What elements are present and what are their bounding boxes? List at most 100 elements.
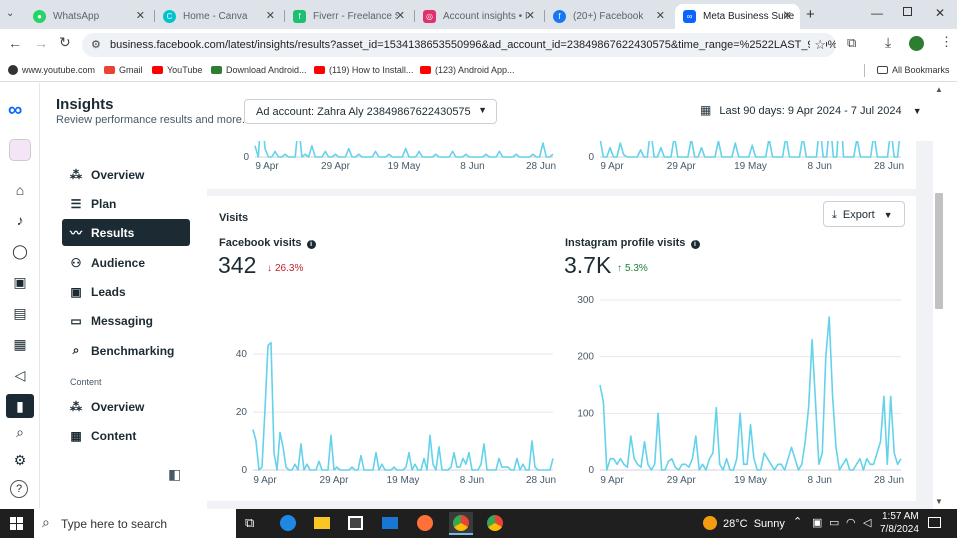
download-icon[interactable]: ⤓ — [885, 34, 892, 50]
y-tick-label: 0 — [243, 152, 249, 163]
page-avatar[interactable] — [9, 139, 31, 161]
edge-icon[interactable] — [280, 515, 296, 531]
nav-benchmarking[interactable]: ⌕ Benchmarking — [62, 337, 190, 364]
facebook-visits-value: 342 — [218, 252, 257, 278]
taskbar-search[interactable]: ⌕ Type here to search — [34, 509, 236, 538]
meta-logo-icon[interactable]: ∞ — [8, 99, 23, 121]
restore-icon[interactable] — [903, 7, 912, 16]
reload-icon[interactable]: ↻ — [59, 34, 71, 50]
bookmark-star-icon[interactable]: ☆ — [810, 33, 826, 57]
tab-whatsapp[interactable]: ● WhatsApp ✕ — [25, 4, 153, 29]
tab-instagram[interactable]: ◎ Account insights • In ✕ — [415, 4, 543, 29]
arrow-up-icon: ↑ — [617, 263, 622, 274]
notification-center-icon[interactable] — [928, 517, 941, 528]
bookmark-item[interactable]: www.youtube.com — [8, 65, 95, 75]
mail-icon[interactable] — [382, 517, 398, 529]
tab-meta-business-suite[interactable]: ∞ Meta Business Suite ✕ — [675, 4, 800, 29]
browser-menu-icon[interactable]: ⋮ — [940, 34, 953, 49]
x-tick-label: 19 May — [734, 475, 767, 486]
nav-results[interactable]: 〰 Results — [62, 219, 190, 246]
site-info-icon[interactable]: ⚙ — [91, 39, 101, 51]
export-button[interactable]: ⤓ Export ▼ — [823, 201, 905, 227]
tab-canva[interactable]: C Home - Canva ✕ — [155, 4, 283, 29]
date-range-picker[interactable]: ▦ Last 90 days: 9 Apr 2024 - 7 Jul 2024 … — [700, 103, 922, 117]
facebook-visits-label: Facebook visits i — [219, 237, 316, 249]
settings-icon[interactable]: ⚙ — [13, 451, 27, 468]
file-explorer-icon[interactable] — [314, 517, 330, 529]
back-icon[interactable]: ← — [8, 35, 22, 51]
weather-text[interactable]: 28°C Sunny — [723, 518, 785, 530]
close-icon[interactable]: ✕ — [265, 10, 275, 22]
nav-leads[interactable]: ▣ Leads — [62, 278, 190, 305]
close-icon[interactable]: ✕ — [135, 10, 145, 22]
instagram-icon: ◎ — [423, 10, 436, 23]
close-icon[interactable]: ✕ — [782, 10, 792, 22]
date-range-label: Last 90 days: 9 Apr 2024 - 7 Jul 2024 — [719, 105, 902, 117]
network-icon[interactable]: ▣ — [812, 517, 823, 529]
task-view-icon[interactable]: ⧉ — [245, 515, 255, 530]
nav-audience[interactable]: ⚇ Audience — [62, 249, 190, 276]
extensions-icon[interactable]: ⧉ — [847, 35, 857, 50]
content-icon[interactable]: ▤ — [13, 304, 27, 321]
info-icon[interactable]: i — [690, 240, 700, 249]
close-icon[interactable]: ✕ — [525, 10, 535, 22]
windows-start-icon[interactable] — [10, 517, 23, 530]
bookmark-item[interactable]: YouTube — [152, 65, 202, 75]
wifi-icon[interactable]: ◠ — [846, 517, 856, 529]
calendar-icon[interactable]: ▦ — [13, 335, 27, 352]
tab-search-icon[interactable]: ⌄ — [6, 8, 15, 19]
help-icon[interactable]: ? — [10, 480, 28, 498]
notifications-icon[interactable]: ♪ — [16, 212, 24, 228]
bookmark-item[interactable]: (123) Android App... — [420, 65, 515, 75]
bookmark-item[interactable]: Gmail — [104, 65, 143, 75]
profile-avatar[interactable] — [909, 36, 924, 51]
tab-facebook[interactable]: f (20+) Facebook ✕ — [545, 4, 673, 29]
youtube-icon — [152, 66, 163, 74]
insights-icon[interactable]: ▮ — [6, 394, 34, 418]
nav-content[interactable]: ▦ Content — [62, 422, 190, 449]
bookmark-item[interactable]: Download Android... — [211, 65, 307, 75]
search-icon[interactable]: ⌕ — [16, 423, 24, 440]
scroll-thumb[interactable] — [935, 193, 943, 309]
bookmark-item[interactable]: (119) How to Install... — [314, 65, 413, 75]
tab-fiverr[interactable]: f Fiverr - Freelance Ser ✕ — [285, 4, 413, 29]
plan-icon: ☰ — [70, 196, 82, 211]
forward-icon[interactable]: → — [34, 35, 48, 51]
all-bookmarks[interactable]: All Bookmarks — [877, 65, 950, 75]
nav-overview[interactable]: ⁂ Overview — [62, 161, 190, 188]
nav-plan[interactable]: ☰ Plan — [62, 190, 190, 217]
chat-icon[interactable]: ◯ — [12, 242, 28, 259]
clock-time[interactable]: 1:57 AM — [882, 511, 919, 522]
ads-icon[interactable]: ◁ — [14, 366, 26, 383]
collapse-panel-icon[interactable]: ◧ — [168, 466, 182, 482]
clock-date[interactable]: 7/8/2024 — [880, 524, 919, 535]
store-icon[interactable] — [348, 516, 363, 530]
contacts-icon[interactable]: ▣ — [13, 273, 27, 290]
weather-icon[interactable] — [703, 516, 717, 530]
ad-account-dropdown[interactable]: Ad account: Zahra Aly 23849867622430575 … — [244, 99, 497, 124]
all-bookmarks-label: All Bookmarks — [892, 65, 950, 75]
nav-messaging[interactable]: ▭ Messaging — [62, 307, 190, 334]
close-icon[interactable]: ✕ — [655, 10, 665, 22]
battery-icon[interactable]: ▭ — [829, 517, 840, 529]
chrome-icon[interactable] — [487, 515, 503, 531]
new-tab-icon[interactable]: + — [806, 6, 815, 23]
close-icon[interactable]: ✕ — [395, 10, 405, 22]
scroll-up-icon[interactable]: ▲ — [935, 85, 943, 94]
y-tick-label: 40 — [236, 349, 248, 360]
page-scrollbar[interactable]: ▲ ▼ — [933, 83, 957, 509]
close-window-icon[interactable]: ✕ — [935, 6, 946, 20]
info-icon[interactable]: i — [306, 240, 316, 249]
nav-content-overview[interactable]: ⁂ Overview — [62, 393, 190, 420]
tray-chevron-icon[interactable]: ⌃ — [793, 516, 803, 528]
visits-title: Visits — [219, 212, 249, 224]
content-overview-icon: ⁂ — [70, 399, 82, 414]
minimize-icon[interactable]: — — [871, 6, 883, 20]
firefox-icon[interactable] — [417, 515, 433, 531]
x-tick-label: 8 Jun — [460, 161, 484, 172]
home-icon[interactable]: ⌂ — [15, 182, 25, 198]
volume-icon[interactable]: ◁ — [863, 517, 872, 529]
search-icon: ⌕ — [42, 514, 50, 530]
scroll-down-icon[interactable]: ▼ — [935, 497, 943, 506]
url-bar[interactable]: ⚙ business.facebook.com/latest/insights/… — [82, 33, 836, 57]
